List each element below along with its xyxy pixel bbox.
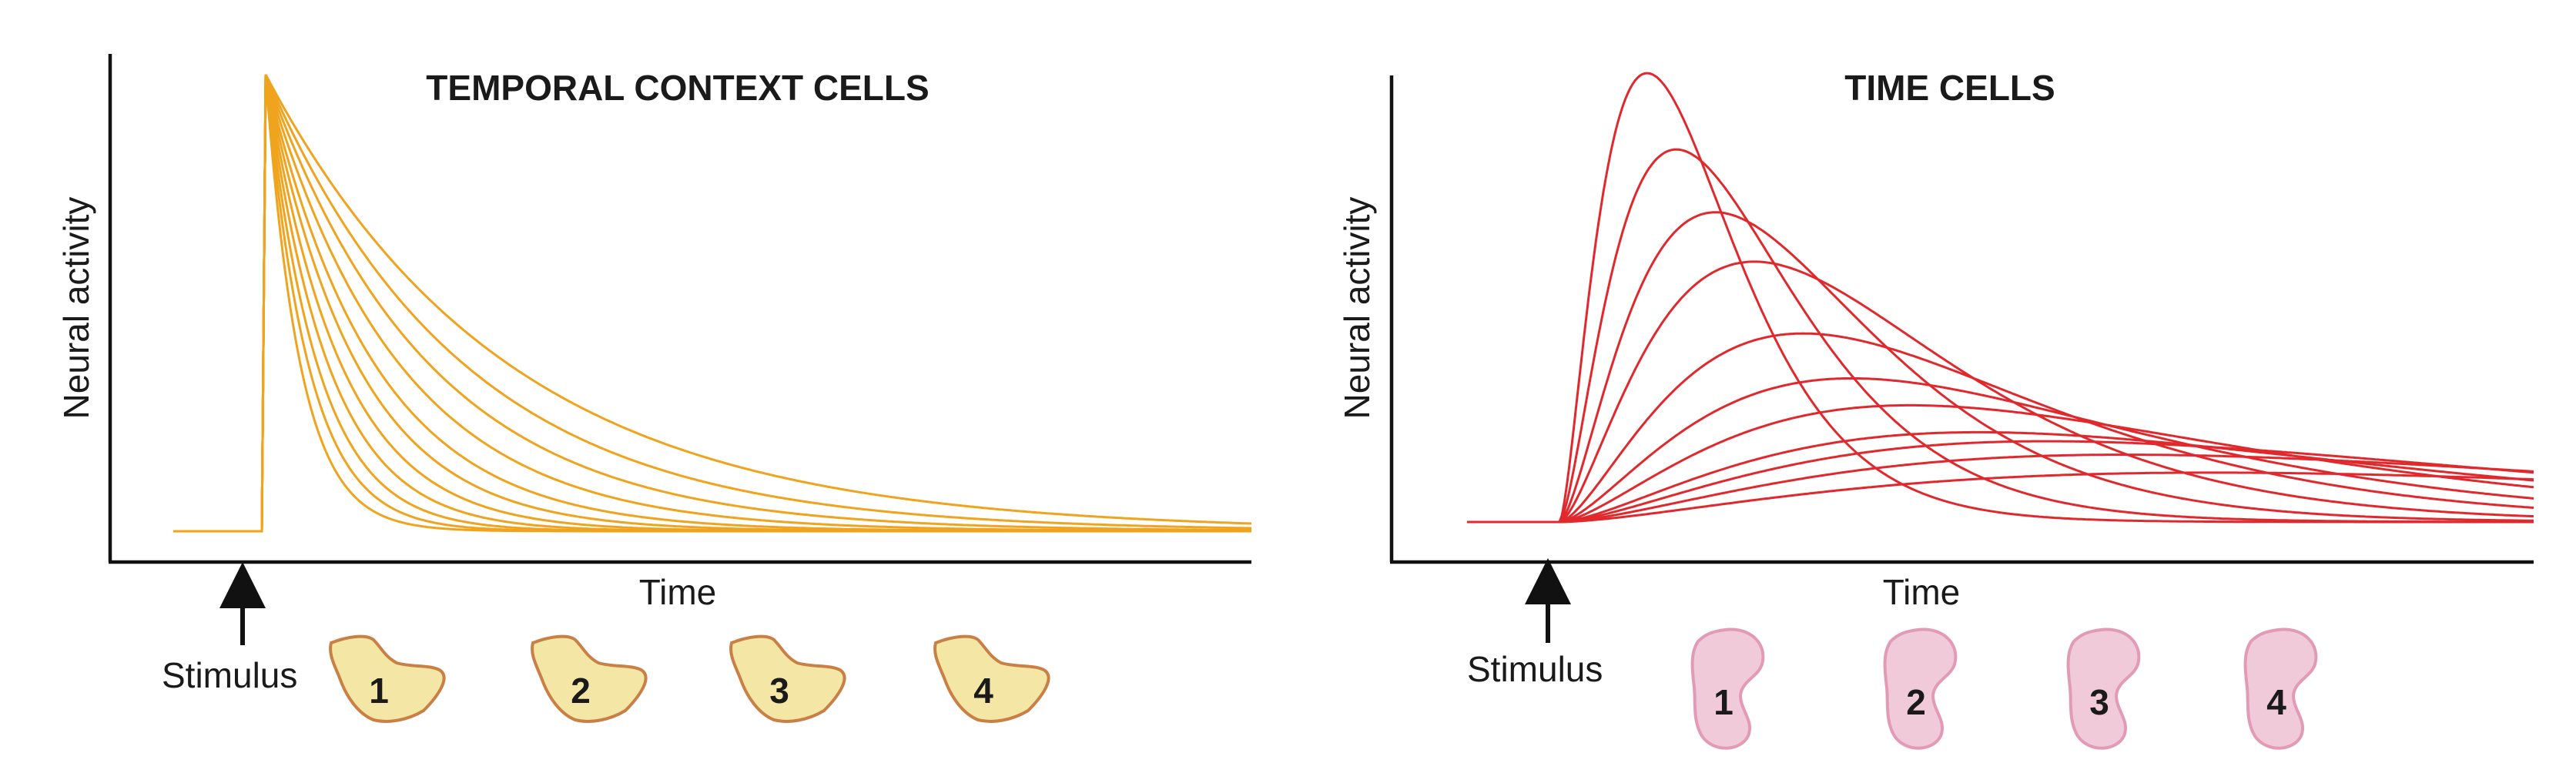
series-line-7	[173, 74, 1251, 533]
cell-3: 3	[2066, 627, 2141, 750]
series-line-2	[173, 74, 1251, 533]
cell-shape	[2066, 627, 2141, 750]
series-line-1	[173, 74, 1251, 533]
cell-shape	[729, 634, 846, 723]
y-axis-label: Neural activity	[56, 197, 96, 420]
cell-4: 4	[2243, 627, 2318, 750]
cell-2: 2	[1883, 627, 1958, 750]
stimulus-label: Stimulus	[1467, 649, 1603, 689]
curve-group	[1467, 72, 2534, 524]
cell-2: 2	[531, 634, 648, 723]
series-line-10	[173, 74, 1251, 533]
cell-label: 3	[769, 671, 789, 711]
series-line-11	[173, 74, 1252, 533]
cell-4: 4	[933, 634, 1050, 723]
series-line-5	[1467, 332, 2534, 524]
panel-time-cells: TIME CELLS Neural activity Time Stimulus…	[1337, 68, 2534, 750]
panel-temporal-context: TEMPORAL CONTEXT CELLS Neural activity T…	[56, 54, 1252, 723]
series-line-8	[173, 74, 1251, 533]
cell-shape	[1883, 627, 1958, 750]
series-line-6	[1467, 376, 2534, 524]
cell-label: 4	[2266, 682, 2286, 722]
cell-3: 3	[729, 634, 846, 723]
series-line-10	[1467, 453, 2534, 524]
cell-label: 2	[1906, 682, 1926, 722]
series-line-1	[1467, 72, 2534, 524]
series-line-5	[173, 74, 1251, 533]
cell-shape	[329, 634, 446, 723]
cell-1: 1	[1690, 627, 1765, 750]
x-axis-label: Time	[639, 572, 717, 612]
series-line-8	[1467, 430, 2534, 524]
series-line-2	[1467, 148, 2534, 524]
x-axis-label: Time	[1883, 572, 1961, 612]
stimulus-label: Stimulus	[162, 655, 297, 695]
series-line-6	[173, 74, 1251, 533]
cell-shape	[2243, 627, 2318, 750]
series-line-7	[1467, 403, 2534, 524]
cell-shape	[1690, 627, 1765, 750]
series-line-4	[173, 74, 1251, 533]
series-line-4	[1467, 260, 2534, 524]
series-line-3	[1467, 211, 2534, 524]
cell-label: 1	[369, 671, 389, 711]
curve-group	[173, 74, 1252, 533]
panel-title: TEMPORAL CONTEXT CELLS	[426, 68, 929, 108]
cell-shape	[933, 634, 1050, 723]
series-line-9	[1467, 440, 2534, 524]
cell-label: 2	[571, 671, 591, 711]
series-line-3	[173, 74, 1251, 533]
cell-label: 4	[973, 671, 993, 711]
series-line-11	[1467, 471, 2534, 524]
series-line-9	[173, 74, 1251, 533]
panel-title: TIME CELLS	[1844, 68, 2055, 108]
cell-label: 3	[2089, 682, 2109, 722]
y-axis-label: Neural activity	[1337, 197, 1377, 420]
cell-shape	[531, 634, 648, 723]
cell-1: 1	[329, 634, 446, 723]
cell-label: 1	[1713, 682, 1734, 722]
